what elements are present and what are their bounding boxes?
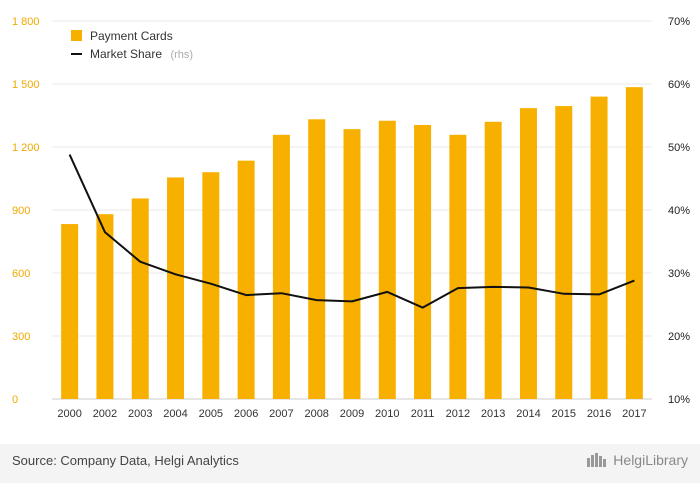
bar-payment-cards [343,129,361,399]
y-tick-label-left: 600 [12,268,30,280]
x-tick-label: 2007 [269,408,293,420]
y-tick-label-left: 1 500 [12,79,40,91]
y-tick-label-left: 900 [12,205,30,217]
x-tick-label: 2002 [93,408,117,420]
x-tick-label: 2009 [340,408,364,420]
bar-payment-cards [96,214,114,399]
x-tick-label: 2013 [481,408,505,420]
y-tick-label-left: 1 800 [12,16,40,28]
bar-payment-cards [519,108,537,400]
footer: Source: Company Data, Helgi Analytics He… [0,444,700,483]
x-tick-label: 2017 [622,408,646,420]
x-tick-label: 2005 [199,408,223,420]
source-text: Source: Company Data, Helgi Analytics [12,453,239,468]
library-icon [587,453,607,467]
left-axis-ticks: 0 300 600 900 1 200 1 500 1 800 [12,16,40,406]
bar-payment-cards [625,87,643,400]
y-tick-label-right: 50% [668,142,690,154]
bar-payment-cards [449,134,467,399]
bar-payment-cards [590,96,608,399]
legend-label-market-share: Market Share [90,47,162,61]
legend: Payment Cards Market Share (rhs) [71,29,193,62]
y-tick-label-left: 1 200 [12,142,40,154]
bar-payment-cards [131,198,149,399]
market-share-line-group [68,154,635,309]
bar-payment-cards [61,224,79,399]
bar-payment-cards [308,119,326,399]
bar-payment-cards [414,124,432,399]
y-tick-label-right: 40% [668,205,690,217]
y-tick-label-right: 70% [668,16,690,28]
combo-chart: 0 300 600 900 1 200 1 500 1 800 10% 20% 30% 40% 50… [12,16,690,420]
y-tick-label-left: 300 [12,331,30,343]
y-tick-label-right: 20% [668,331,690,343]
x-tick-label: 2012 [446,408,470,420]
x-axis-ticks: 2000 2002 2003 2004 2005 2006 2007 2008 2009 2010… [57,408,646,420]
brand-logo[interactable]: HelgiLibrary [586,452,688,468]
bar-payment-cards [202,172,220,399]
y-tick-label-right: 10% [668,394,690,406]
x-tick-label: 2010 [375,408,399,420]
bar-payment-cards [378,120,396,399]
y-tick-label-right: 60% [668,79,690,91]
x-tick-label: 2003 [128,408,152,420]
legend-label-payment-cards: Payment Cards [90,29,173,43]
x-tick-label: 2004 [163,408,187,420]
x-tick-label: 2011 [411,408,435,420]
legend-label-market-share-group: Market Share (rhs) [90,45,193,62]
bar-payment-cards [167,177,185,399]
right-axis-ticks: 10% 20% 30% 40% 50% 60% 70% [668,16,690,406]
x-tick-label: 2015 [552,408,576,420]
bar-payment-cards [555,106,573,400]
bars [61,87,643,400]
brand-name: HelgiLibrary [613,452,688,468]
legend-swatch-payment-cards [71,30,82,41]
x-tick-label: 2016 [587,408,611,420]
x-tick-label: 2006 [234,408,258,420]
y-tick-label-right: 30% [668,268,690,280]
bar-payment-cards [237,160,255,399]
y-tick-label-left: 0 [12,394,18,406]
bar-payment-cards [484,121,502,400]
x-tick-label: 2000 [57,408,81,420]
bar-payment-cards [272,134,290,399]
line-market-share [68,154,635,309]
legend-rhs-note: (rhs) [170,49,193,61]
x-tick-label: 2008 [304,408,328,420]
x-tick-label: 2014 [516,408,540,420]
